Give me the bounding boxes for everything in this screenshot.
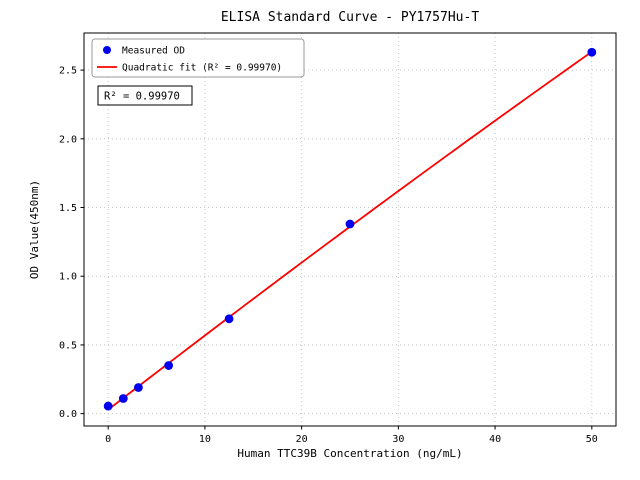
legend: Measured OD Quadratic fit (R² = 0.99970) xyxy=(91,38,305,78)
y-tick-label: 1.5 xyxy=(59,203,77,214)
legend-label: Quadratic fit (R² = 0.99970) xyxy=(122,63,282,74)
x-tick-label: 10 xyxy=(199,434,211,445)
data-point xyxy=(103,401,113,411)
y-tick-label: 1.0 xyxy=(59,272,77,283)
axis-ticks xyxy=(80,69,593,430)
x-tick-label: 50 xyxy=(586,434,598,445)
chart-title: ELISA Standard Curve - PY1757Hu-T xyxy=(221,10,479,25)
legend-marker-dot xyxy=(103,46,111,54)
x-tick-label: 0 xyxy=(105,434,111,445)
r-squared-text: R² = 0.99970 xyxy=(104,91,180,103)
legend-item-measured-od: Measured OD xyxy=(103,46,185,57)
y-tick-label: 2.5 xyxy=(59,66,77,77)
y-tick-label: 0.0 xyxy=(59,409,77,420)
data-point xyxy=(224,314,234,324)
data-point xyxy=(164,361,174,370)
y-axis-label: OD Value(450nm) xyxy=(28,180,41,279)
legend-label: Measured OD xyxy=(122,46,185,57)
x-tick-label: 30 xyxy=(392,434,404,445)
y-tick-label: 0.5 xyxy=(59,340,77,351)
x-tick-label: 40 xyxy=(489,434,501,445)
legend-item-quadratic-fit: Quadratic fit (R² = 0.99970) xyxy=(97,63,282,74)
measured-od-points xyxy=(103,47,597,411)
y-tick-label: 2.0 xyxy=(59,134,77,145)
x-axis-label: Human TTC39B Concentration (ng/mL) xyxy=(237,447,462,460)
data-point xyxy=(587,47,597,57)
data-point xyxy=(345,219,355,229)
data-point xyxy=(118,394,128,403)
x-tick-label: 20 xyxy=(296,434,308,445)
r-squared-annotation: R² = 0.99970 xyxy=(97,85,193,106)
plot-area-frame xyxy=(83,32,617,427)
data-point xyxy=(134,383,143,392)
